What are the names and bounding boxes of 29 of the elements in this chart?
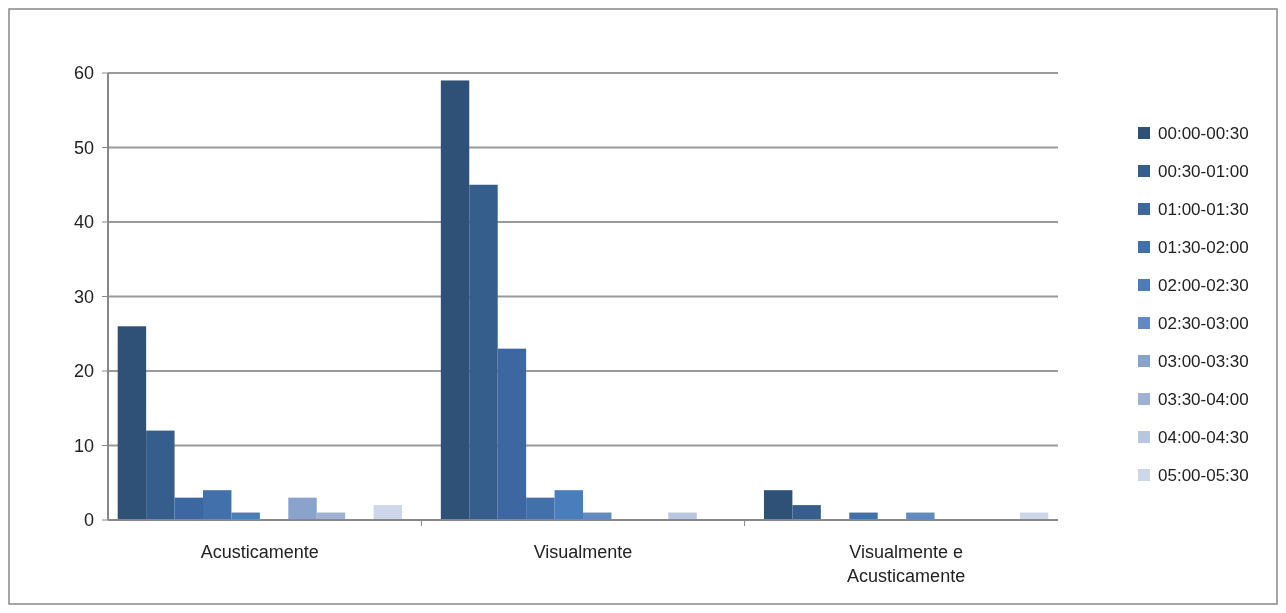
legend-label: 01:00-01:30	[1158, 199, 1249, 219]
legend-label: 02:00-02:30	[1158, 275, 1249, 295]
legend-label: 00:30-01:00	[1158, 161, 1249, 181]
y-tick-label: 40	[73, 212, 94, 233]
y-tick-label: 0	[83, 510, 94, 531]
bar	[469, 184, 498, 520]
x-tick-label: Visualmente	[533, 542, 633, 562]
bar	[288, 497, 317, 520]
legend-label: 02:30-03:00	[1158, 313, 1249, 333]
bar	[373, 505, 403, 520]
legend-label: 00:00-00:30	[1158, 123, 1249, 143]
x-tick-label: Acusticamente	[200, 542, 319, 562]
bar	[117, 326, 147, 520]
x-tick-label: Visualmente e Acusticamente	[847, 542, 966, 586]
y-tick-label: 30	[73, 286, 94, 307]
y-tick-label: 20	[73, 361, 94, 382]
legend-label: 03:00-03:30	[1158, 351, 1249, 371]
bar	[792, 505, 821, 520]
bar	[763, 490, 793, 520]
y-tick-label: 50	[73, 137, 94, 158]
legend-label: 01:30-02:00	[1158, 237, 1249, 257]
bar	[440, 80, 470, 520]
y-tick-label: 60	[73, 63, 94, 84]
bar	[554, 490, 583, 520]
legend-label: 04:00-04:30	[1158, 427, 1249, 447]
y-tick-label: 10	[73, 435, 94, 456]
legend-label: 03:30-04:00	[1158, 389, 1249, 409]
bar	[146, 430, 175, 520]
legend-label: 05:00-05:30	[1158, 465, 1249, 485]
